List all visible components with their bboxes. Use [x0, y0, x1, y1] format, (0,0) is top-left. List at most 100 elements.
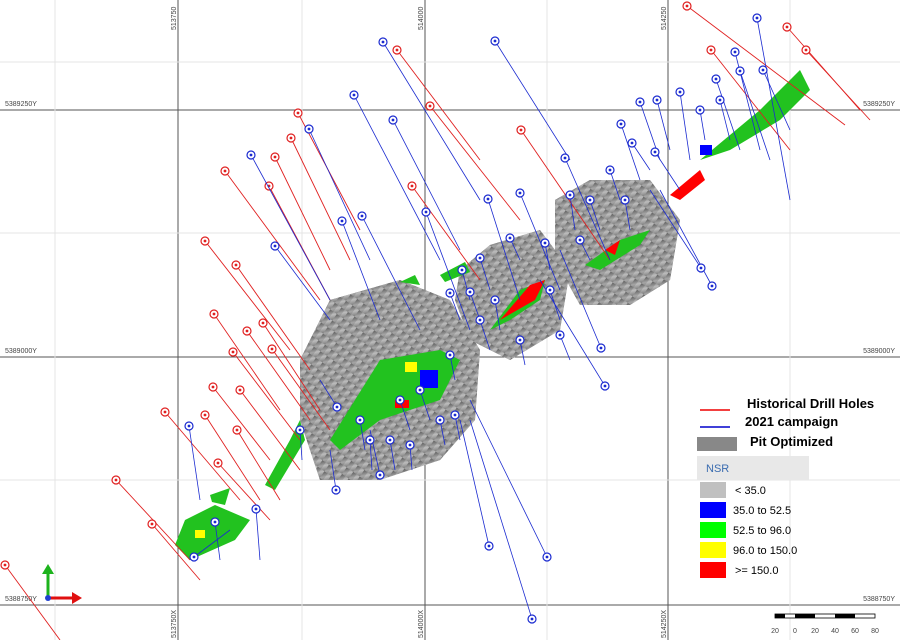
drill-collar-dot [638, 100, 642, 104]
legend-label: 96.0 to 150.0 [733, 545, 797, 557]
drill-collar-dot [360, 214, 364, 218]
drill-trace [224, 170, 321, 301]
drill-trace [449, 292, 461, 321]
drill-trace [308, 128, 371, 261]
drill-collar-dot [340, 219, 344, 223]
legend-label: 2021 campaign [745, 414, 838, 429]
drill-trace [271, 348, 331, 431]
drill-trace [715, 78, 741, 151]
drill-collar-dot [410, 184, 414, 188]
drill-trace [624, 199, 631, 231]
grid-label: 5388750Y [5, 596, 37, 603]
drill-collar-dot [395, 48, 399, 52]
drill-trace [620, 123, 641, 181]
drill-trace [255, 508, 261, 561]
drill-trace [429, 105, 521, 221]
drill-collar-dot [543, 241, 547, 245]
drill-trace [569, 194, 576, 231]
drill-trace [459, 419, 490, 547]
scale-label: 20 [771, 628, 779, 635]
drill-trace [494, 40, 571, 161]
drill-collar-dot [653, 150, 657, 154]
scale-bar: 20 0 20 40 60 80 [771, 613, 879, 635]
legend-swatch [700, 522, 726, 538]
drill-collar-dot [203, 239, 207, 243]
drill-collar-dot [619, 122, 623, 126]
grid-label: 514000X [418, 610, 425, 638]
drill-trace [382, 41, 481, 201]
drill-collar-dot [448, 353, 452, 357]
drill-collar-dot [548, 288, 552, 292]
drill-collar-dot [518, 338, 522, 342]
grid-label: 5389250Y [5, 101, 37, 108]
drill-trace [369, 439, 373, 471]
drill-collar-dot [493, 39, 497, 43]
legend-label: >= 150.0 [735, 565, 778, 577]
grid-label: 513750 [171, 7, 178, 30]
drill-collar-dot [545, 555, 549, 559]
grid-label: 514250 [661, 7, 668, 30]
drill-collar-dot [478, 256, 482, 260]
drill-collar-dot [518, 191, 522, 195]
scale-label: 80 [871, 628, 879, 635]
drill-collar-dot [588, 198, 592, 202]
drill-collar-dot [391, 118, 395, 122]
drill-collar-dot [709, 48, 713, 52]
axis-arrow-head [42, 564, 54, 574]
drill-trace [389, 439, 396, 471]
drill-collar-dot [655, 98, 659, 102]
drill-collar-dot [381, 40, 385, 44]
drill-trace [217, 462, 271, 521]
legend-label: Historical Drill Holes [747, 396, 874, 411]
drill-trace [274, 156, 331, 271]
drill-collar-dot [623, 198, 627, 202]
drill-trace [213, 313, 281, 411]
ore [400, 275, 420, 285]
drill-trace [359, 419, 366, 451]
drill-trace [719, 99, 731, 141]
grid-label: 5389000Y [863, 348, 895, 355]
drill-trace [212, 386, 271, 461]
drill-collar-dot [163, 410, 167, 414]
drill-collar-dot [678, 90, 682, 94]
drill-trace [559, 249, 602, 349]
drill-collar-dot [273, 244, 277, 248]
drill-collar-dot [530, 617, 534, 621]
drill-collar-dot [368, 438, 372, 442]
legend-swatch [700, 482, 726, 498]
drill-collar-dot [270, 347, 274, 351]
drill-trace [232, 351, 301, 441]
drill-collar-dot [424, 210, 428, 214]
legend-label: 35.0 to 52.5 [733, 505, 791, 517]
drill-collar-dot [460, 268, 464, 272]
drill-collar-dot [211, 385, 215, 389]
ore-high [420, 370, 438, 388]
drill-trace [262, 322, 321, 411]
drill-collar-dot [216, 461, 220, 465]
drill-trace [392, 119, 461, 251]
drill-trace [419, 389, 431, 421]
legend-label: < 35.0 [735, 485, 766, 497]
legend-swatch [700, 542, 726, 558]
drill-trace [319, 379, 338, 408]
drill-trace [656, 99, 671, 151]
drill-collar-dot [273, 155, 277, 159]
drill-collar-dot [710, 284, 714, 288]
drill-collar-dot [428, 104, 432, 108]
drill-trace [479, 257, 491, 291]
drill-collar-dot [3, 563, 7, 567]
drill-trace [589, 199, 601, 231]
drill-trace [739, 70, 771, 161]
drill-collar-dot [245, 329, 249, 333]
drill-collar-dot [335, 405, 339, 409]
drill-trace [539, 279, 606, 387]
drill-trace [710, 49, 791, 151]
drill-collar-dot [685, 4, 689, 8]
legend-swatch [700, 562, 726, 578]
drill-trace [805, 49, 871, 121]
drill-trace [699, 109, 706, 141]
drill-collar-dot [296, 111, 300, 115]
drill-collar-dot [231, 350, 235, 354]
